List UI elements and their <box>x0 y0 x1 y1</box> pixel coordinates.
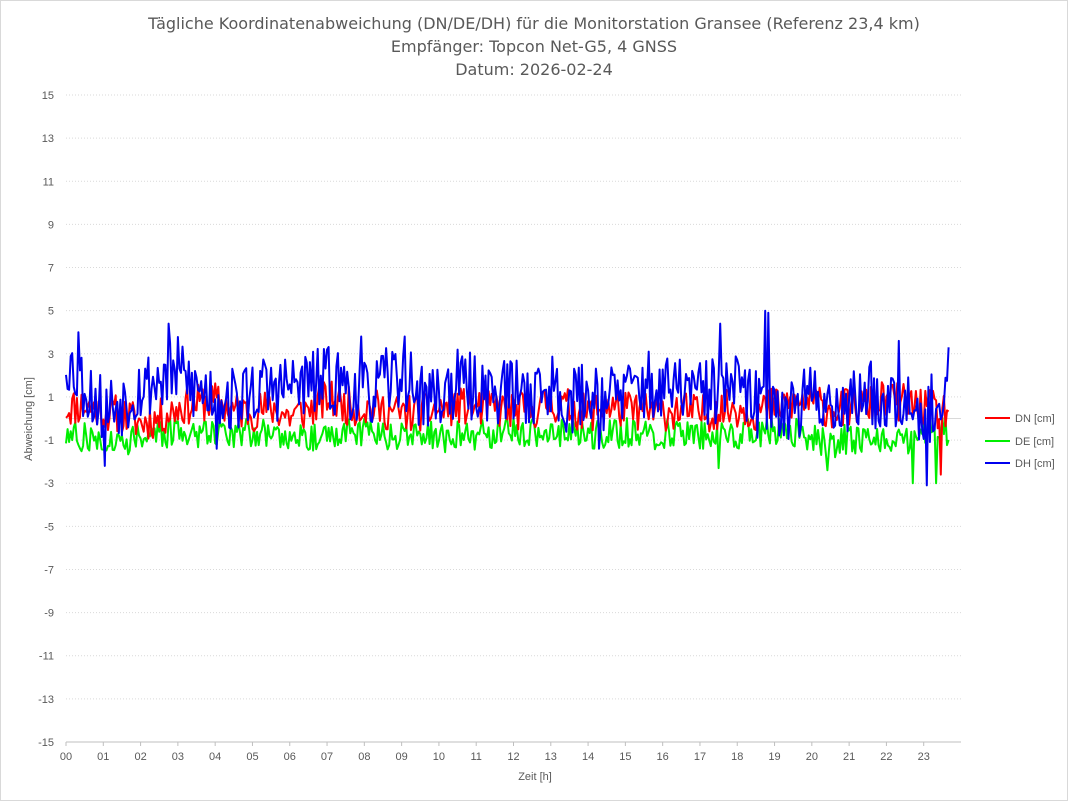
x-tick-label: 16 <box>657 751 669 763</box>
x-tick-label: 15 <box>619 751 631 763</box>
x-tick-label: 10 <box>433 751 445 763</box>
x-tick-label: 21 <box>843 751 855 763</box>
x-tick-label: 23 <box>918 751 930 763</box>
y-tick-label: -11 <box>39 651 54 663</box>
y-tick-label: -1 <box>44 435 54 447</box>
y-tick-labels: 15 13 11 9 7 5 3 1 -1 -3 -5 -7 -9 -11 -13 -15 <box>38 90 54 749</box>
y-tick-label: 15 <box>42 90 54 102</box>
x-tick-label: 14 <box>582 751 594 763</box>
series-lines <box>65 309 950 487</box>
y-axis-label: Abweichung [cm] <box>23 377 35 461</box>
chart-title-line-2: Empfänger: Topcon Net-G5, 4 GNSS <box>391 37 677 56</box>
legend-label-dh: DH [cm] <box>1015 458 1055 470</box>
y-tick-label: 3 <box>48 349 54 361</box>
y-tick-label: -13 <box>38 694 54 706</box>
x-tick-label: 09 <box>396 751 408 763</box>
x-tick-label: 13 <box>545 751 557 763</box>
legend-label-dn: DN [cm] <box>1015 413 1055 425</box>
y-tick-label: -5 <box>44 521 54 533</box>
y-tick-label: -3 <box>44 478 54 490</box>
x-tick-label: 17 <box>694 751 706 763</box>
chart-title-line-3: Datum: 2026-02-24 <box>455 60 613 79</box>
x-tick-label: 12 <box>507 751 519 763</box>
x-tick-label: 06 <box>284 751 296 763</box>
y-tick-label: 13 <box>42 133 54 145</box>
legend: DN [cm] DE [cm] DH [cm] <box>985 413 1055 470</box>
x-tick-label: 20 <box>806 751 818 763</box>
x-tick-label: 00 <box>60 751 72 763</box>
y-tick-label: 7 <box>48 263 54 275</box>
x-tick-label: 05 <box>246 751 258 763</box>
y-tick-label: -9 <box>44 608 54 620</box>
series-line-de <box>65 415 950 485</box>
x-tick-label: 19 <box>768 751 780 763</box>
x-tick-label: 11 <box>470 751 481 763</box>
x-tick-label: 02 <box>134 751 146 763</box>
legend-label-de: DE [cm] <box>1015 436 1054 448</box>
x-tick-label: 22 <box>880 751 892 763</box>
x-axis-label: Zeit [h] <box>518 771 552 783</box>
y-tick-label: 1 <box>48 392 54 404</box>
x-tick-labels: 00 01 02 03 04 05 06 07 08 09 10 11 12 13 14 15 16 17 18 19… <box>60 742 930 763</box>
y-tick-label: -15 <box>38 737 54 749</box>
y-tick-label: 5 <box>48 306 54 318</box>
y-tick-label: -7 <box>44 564 54 576</box>
x-tick-label: 03 <box>172 751 184 763</box>
x-tick-label: 07 <box>321 751 333 763</box>
x-tick-label: 18 <box>731 751 743 763</box>
chart-title-line-1: Tägliche Koordinatenabweichung (DN/DE/DH… <box>147 14 920 33</box>
x-tick-label: 01 <box>97 751 109 763</box>
series-line-dh <box>65 309 950 487</box>
y-tick-label: 9 <box>48 219 54 231</box>
x-tick-label: 04 <box>209 751 221 763</box>
x-tick-label: 08 <box>358 751 370 763</box>
y-tick-label: 11 <box>43 176 54 188</box>
